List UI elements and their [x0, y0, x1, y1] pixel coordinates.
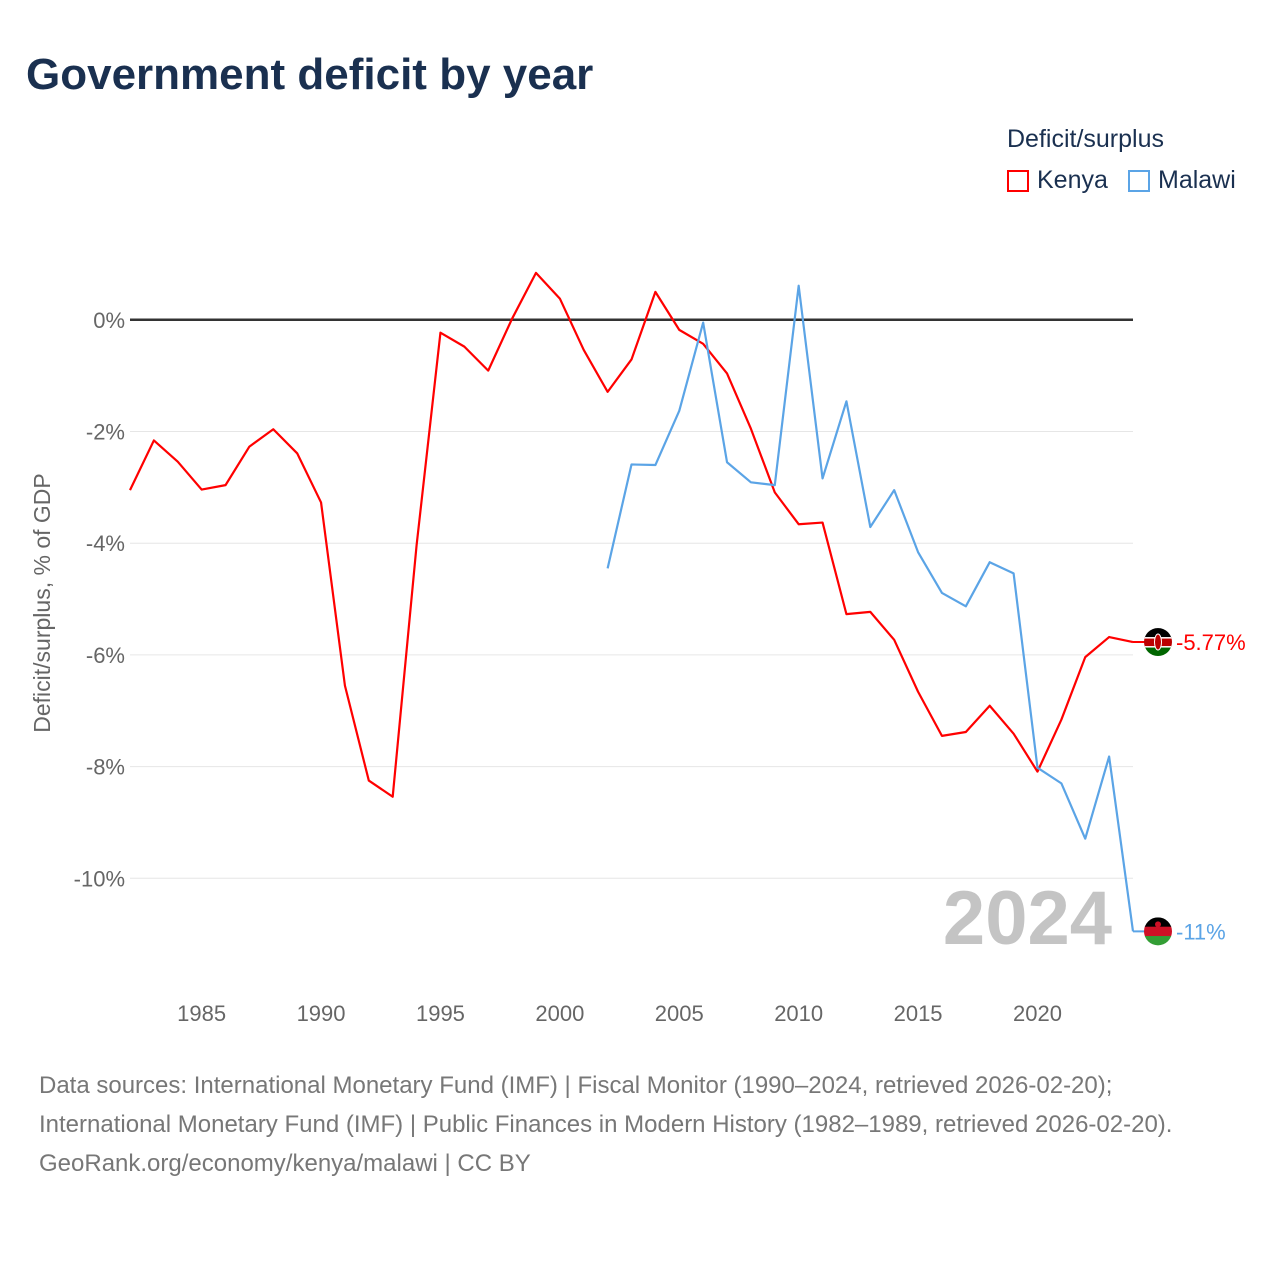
- series-line-malawi: [606, 284, 1135, 932]
- legend-item-malawi[interactable]: Malawi: [1128, 166, 1236, 195]
- x-tick-label: 2000: [535, 1001, 584, 1026]
- year-watermark: 2024: [943, 876, 1112, 961]
- legend-label-kenya: Kenya: [1037, 166, 1108, 194]
- legend-swatch-kenya: [1007, 169, 1029, 192]
- footer: Data sources: International Monetary Fun…: [39, 1066, 1239, 1183]
- legend-swatch-malawi: [1128, 169, 1150, 192]
- y-tick-label: 0%: [93, 308, 125, 333]
- chart-title: Government deficit by year: [26, 50, 594, 99]
- x-tick-label: 2010: [774, 1001, 823, 1026]
- legend-label-malawi: Malawi: [1158, 166, 1236, 194]
- x-tick-label: 2015: [894, 1001, 943, 1026]
- series-line-kenya: [129, 271, 1134, 798]
- y-tick-label: -10%: [74, 866, 125, 891]
- credit-link[interactable]: GeoRank.org/economy/kenya/malawi | CC BY: [39, 1150, 531, 1177]
- y-axis-label: Deficit/surplus, % of GDP: [29, 473, 55, 732]
- flag-icon-malawi: [1144, 917, 1172, 946]
- x-tick-label: 2005: [655, 1001, 704, 1026]
- x-tick-label: 1985: [177, 1001, 226, 1026]
- y-tick-label: -6%: [86, 643, 125, 668]
- x-tick-label: 1995: [416, 1001, 465, 1026]
- y-tick-label: -8%: [86, 755, 125, 780]
- data-sources: Data sources: International Monetary Fun…: [39, 1072, 1173, 1138]
- x-tick-label: 1990: [297, 1001, 346, 1026]
- end-value-label-kenya: -5.77%: [1176, 630, 1246, 655]
- legend-item-kenya[interactable]: Kenya: [1007, 166, 1108, 195]
- end-value-label-malawi: -11%: [1176, 919, 1226, 944]
- legend-title: Deficit/surplus: [1007, 125, 1164, 153]
- y-tick-label: -2%: [86, 420, 125, 445]
- flag-icon-kenya: [1144, 628, 1172, 657]
- x-tick-label: 2020: [1013, 1001, 1062, 1026]
- y-tick-label: -4%: [86, 531, 125, 556]
